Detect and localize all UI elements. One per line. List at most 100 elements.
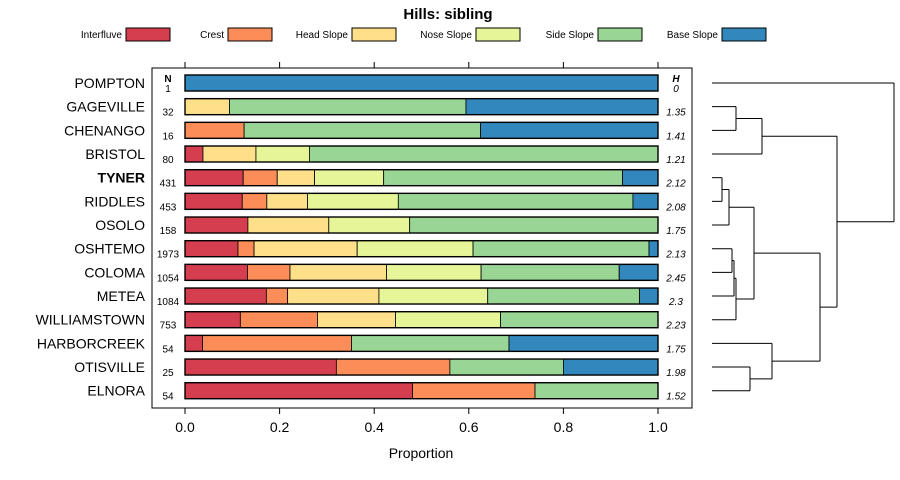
category-label: METEA [97, 288, 146, 304]
bar-segment [229, 98, 467, 116]
legend-label: Base Slope [667, 30, 719, 41]
n-value: 1 [165, 84, 171, 95]
bar-segment [472, 240, 650, 258]
bar-outline [184, 74, 659, 92]
bar-segment [202, 145, 257, 163]
row-labels: POMPTON 1 0 GAGEVILLE 32 1.35 CHENANGO 16 1.41 BR… [36, 75, 687, 403]
category-label: OSHTEMO [74, 241, 145, 257]
chart-title: Hills: sibling [403, 6, 492, 23]
bar-segment [184, 216, 249, 234]
bar-segment [386, 263, 482, 281]
x-tick-label: 0.2 [270, 419, 290, 435]
category-label: HARBORCREEK [37, 335, 146, 351]
category-label: POMPTON [74, 75, 145, 91]
n-column-header: N [164, 74, 171, 85]
h-value: 1.41 [666, 131, 685, 142]
n-value: 54 [162, 392, 174, 403]
bar-row [184, 382, 659, 400]
legend-label: Nose Slope [420, 30, 472, 41]
bar-outline [184, 311, 659, 329]
bar-segment [487, 287, 640, 305]
bar-segment [632, 192, 659, 210]
bar-segment [242, 169, 278, 187]
legend-item: Interfluve [81, 27, 171, 42]
bar-segment [241, 192, 268, 210]
x-tick-label: 0.6 [459, 419, 479, 435]
legend: Interfluve Crest Head Slope Nose Slope Side … [81, 27, 767, 42]
bar-outline [184, 287, 659, 305]
n-value: 1973 [157, 250, 180, 261]
n-value: 1084 [157, 297, 180, 308]
dendrogram [712, 82, 895, 392]
category-label: WILLIAMSTOWN [36, 312, 145, 328]
bar-row [184, 263, 659, 282]
bar-segment [412, 382, 536, 400]
h-value: 1.35 [666, 108, 686, 119]
bar-segment [307, 192, 399, 210]
bar-outline [184, 145, 659, 163]
bar-segment [266, 192, 308, 210]
bar-segment [500, 311, 659, 329]
category-label: TYNER [98, 170, 145, 186]
h-value: 2.08 [665, 202, 686, 213]
bar-segment [508, 334, 659, 352]
bar-segment [276, 169, 316, 187]
legend-swatch [227, 27, 273, 42]
h-value: 2.12 [665, 179, 686, 190]
bar-segment [622, 169, 659, 187]
bar-segment [237, 240, 255, 258]
h-value: 2.23 [665, 321, 686, 332]
bar-segment [356, 240, 474, 258]
legend-swatch [597, 27, 643, 42]
legend-swatch [721, 27, 767, 42]
h-value: 1.75 [666, 226, 686, 237]
category-label: BRISTOL [85, 146, 145, 162]
bar-segment [184, 98, 230, 116]
bar-outline [184, 382, 659, 400]
bar-segment [395, 311, 501, 329]
x-axis-label: Proportion [389, 445, 454, 461]
bar-segment [184, 74, 659, 92]
bar-outline [184, 121, 659, 140]
n-value: 431 [160, 179, 177, 190]
n-value: 80 [162, 155, 174, 166]
bar-segment [184, 287, 267, 305]
legend-swatch [475, 27, 521, 42]
bar-segment [184, 358, 337, 376]
category-label: ELNORA [87, 383, 145, 399]
bar-outline [184, 192, 659, 211]
bar-row [184, 311, 659, 329]
n-value: 54 [162, 344, 174, 355]
bar-outline [184, 216, 659, 234]
bar-row [184, 121, 659, 140]
legend-label: Crest [200, 30, 224, 41]
bar-row [184, 97, 659, 116]
bar-row [184, 287, 659, 305]
bar-segment [184, 169, 244, 187]
x-tick-label: 1.0 [648, 419, 668, 435]
bar-segment [184, 121, 245, 139]
bar-segment [383, 169, 623, 187]
bar-row [184, 334, 659, 353]
bar-segment [255, 145, 310, 163]
bar-outline [184, 263, 659, 282]
bar-row [184, 358, 659, 376]
bar-segment [465, 98, 659, 116]
h-value: 2.45 [665, 273, 686, 284]
bar-row [184, 192, 659, 211]
x-axis: 0.0 0.2 0.4 0.6 0.8 1.0 [175, 62, 668, 435]
bar-segment [618, 263, 659, 281]
h-value: 0 [673, 84, 679, 95]
bar-outline [184, 168, 659, 187]
x-tick-label: 0.8 [554, 419, 574, 435]
legend-swatch [351, 27, 397, 42]
bar-segment [243, 121, 482, 139]
h-value: 2.3 [668, 297, 683, 308]
bar-segment [480, 121, 659, 139]
bar-segment [449, 358, 564, 376]
bar-segment [409, 216, 659, 234]
bar-segment [351, 334, 510, 352]
bar-segment [184, 145, 204, 163]
bar-row [184, 74, 659, 92]
